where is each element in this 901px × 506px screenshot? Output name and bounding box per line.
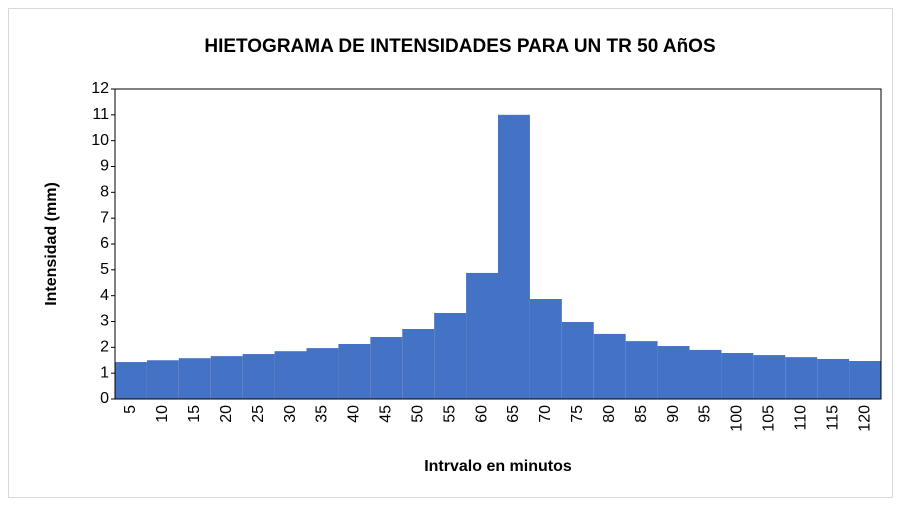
bar [689, 349, 722, 399]
x-tick-label: 110 [792, 405, 809, 431]
y-tick-label: 11 [92, 106, 109, 123]
y-tick-label: 4 [100, 287, 109, 304]
x-tick-label: 50 [409, 405, 426, 423]
x-tick-label: 105 [761, 405, 778, 432]
x-tick-label: 115 [824, 405, 841, 431]
bar [785, 357, 818, 399]
bar [274, 351, 307, 399]
x-axis-title: Intrvalo en minutos [424, 458, 572, 475]
x-tick-label: 55 [441, 405, 458, 423]
bar [306, 348, 339, 399]
x-tick-label: 30 [282, 405, 299, 423]
y-tick-label: 9 [100, 158, 109, 175]
y-tick-label: 8 [100, 184, 109, 201]
x-tick-label: 75 [569, 405, 586, 423]
x-tick-label: 35 [314, 405, 331, 423]
y-tick-label: 3 [100, 313, 109, 330]
bar [849, 361, 881, 399]
y-tick-label: 12 [91, 80, 109, 97]
x-tick-label: 40 [346, 405, 363, 423]
y-tick-label: 6 [100, 235, 109, 252]
y-tick-label: 0 [100, 390, 109, 407]
y-tick-label: 1 [100, 364, 109, 381]
x-tick-label: 90 [665, 405, 682, 423]
x-tick-label: 60 [473, 405, 490, 423]
x-tick-label: 25 [250, 405, 267, 423]
x-tick-label: 100 [729, 405, 746, 432]
bar [721, 353, 754, 399]
bar [529, 299, 562, 399]
y-tick-label: 10 [91, 132, 109, 149]
bar [146, 360, 179, 399]
chart-border [8, 8, 893, 498]
chart-title: HIETOGRAMA DE INTENSIDADES PARA UN TR 50… [204, 36, 715, 57]
x-tick-label: 80 [601, 405, 618, 423]
bar [434, 312, 467, 399]
y-tick-label: 2 [100, 339, 109, 356]
bar [338, 343, 371, 399]
bar [498, 114, 530, 399]
y-tick-label: 5 [100, 261, 109, 278]
bar [242, 354, 275, 399]
bar [561, 322, 594, 399]
bar [817, 358, 850, 399]
bar [178, 358, 211, 399]
bar [625, 341, 658, 399]
bar [370, 337, 403, 399]
x-tick-label: 120 [856, 405, 873, 432]
bar [753, 355, 786, 399]
x-tick-label: 45 [378, 405, 395, 423]
x-tick-label: 5 [122, 405, 139, 414]
bar [466, 272, 498, 399]
x-tick-label: 10 [154, 405, 171, 423]
bar [593, 333, 626, 399]
x-tick-label: 85 [633, 405, 650, 423]
bar [402, 328, 435, 399]
y-tick-label: 7 [100, 209, 109, 226]
bar [657, 346, 690, 399]
y-axis-title: Intensidad (mm) [43, 182, 60, 306]
bar [115, 362, 147, 399]
plot-border [114, 88, 882, 400]
x-tick-label: 95 [697, 405, 714, 423]
x-tick-label: 20 [218, 405, 235, 423]
x-tick-label: 65 [505, 405, 522, 423]
x-tick-label: 15 [186, 405, 203, 423]
x-tick-label: 70 [537, 405, 554, 423]
bar [210, 356, 243, 399]
